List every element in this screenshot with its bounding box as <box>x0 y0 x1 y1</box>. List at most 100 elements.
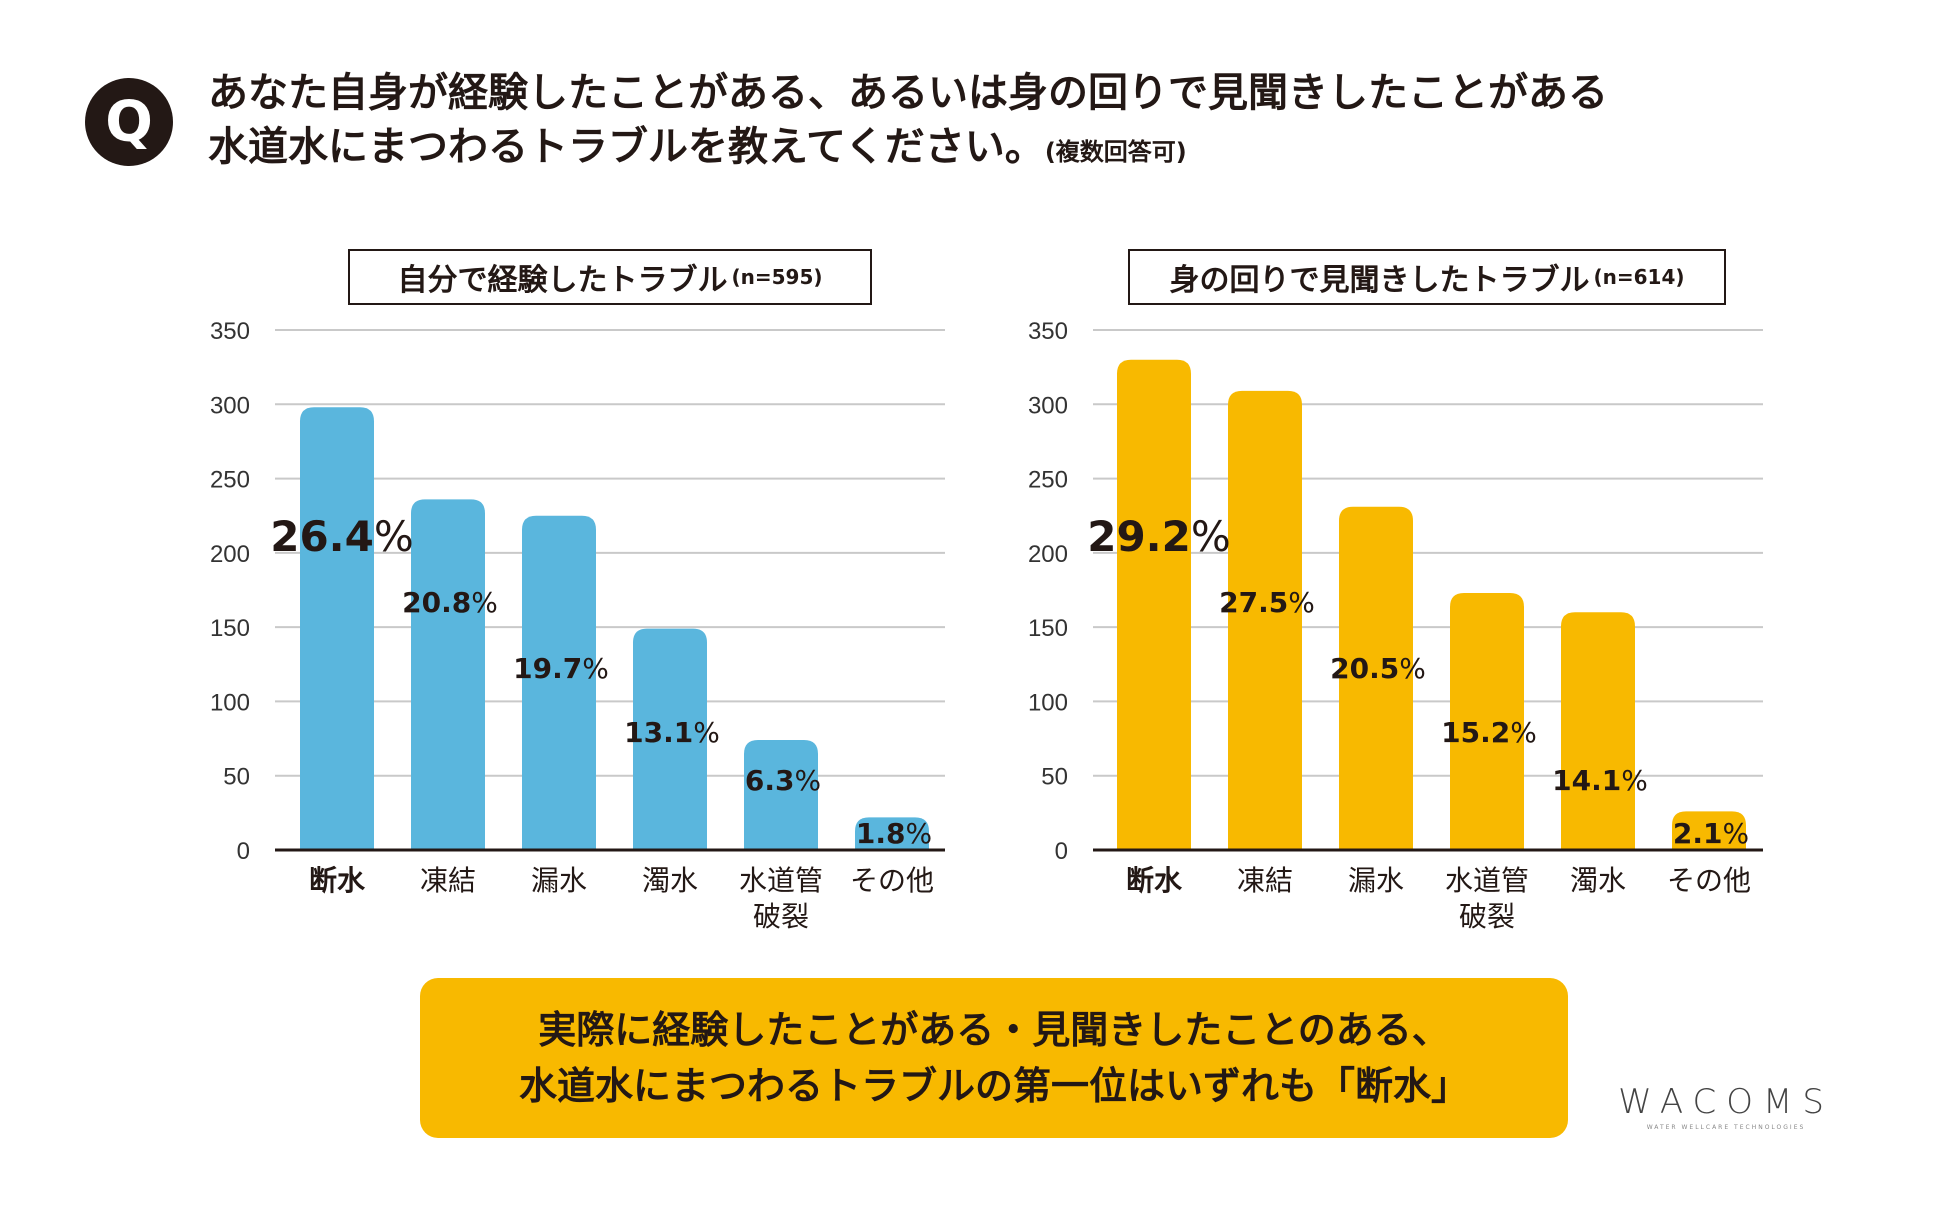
question-text: あなた自身が経験したことがある、あるいは身の回りで見聞きしたことがある 水道水に… <box>208 66 1608 179</box>
x-category-line: 凍結 <box>420 864 476 897</box>
data-label: 1.8% <box>856 817 932 850</box>
x-category-label: 凍結 <box>420 864 476 897</box>
data-label-unit: % <box>1723 817 1750 850</box>
summary-line-1: 実際に経験したことがある・見聞きしたことのある、 <box>538 1008 1450 1052</box>
data-label-unit: % <box>582 652 609 685</box>
bar <box>1228 390 1302 850</box>
data-label: 6.3% <box>745 764 821 797</box>
y-tick-label: 100 <box>210 689 250 716</box>
data-label-value: 13.1 <box>624 716 693 749</box>
data-label-unit: % <box>1621 764 1648 797</box>
question-note: (複数回答可) <box>1044 138 1187 166</box>
logo-main: WACOMS <box>1618 1082 1834 1122</box>
data-label: 26.4% <box>270 512 414 561</box>
x-category-label: 漏水 <box>1348 864 1404 897</box>
y-tick-label: 50 <box>1041 764 1068 791</box>
data-label-value: 1.8 <box>856 817 906 850</box>
bar <box>633 628 707 850</box>
bar <box>1561 612 1635 850</box>
data-label-unit: % <box>1191 512 1231 561</box>
data-label-unit: % <box>906 817 933 850</box>
y-tick-label: 150 <box>210 615 250 642</box>
y-tick-label: 200 <box>210 541 250 568</box>
bar <box>1672 811 1746 850</box>
chart-2-n: (n=614) <box>1593 265 1685 289</box>
x-category-line: 凍結 <box>1237 864 1293 897</box>
summary-line-2: 水道水にまつわるトラブルの第一位はいずれも「断水」 <box>518 1064 1469 1108</box>
data-label-unit: % <box>471 586 498 619</box>
x-category-label: 漏水 <box>531 864 587 897</box>
x-category-line: 破裂 <box>753 900 809 933</box>
data-label: 19.7% <box>513 652 609 685</box>
data-label-unit: % <box>1510 716 1537 749</box>
chart-2-title-box: 身の回りで見聞きしたトラブル (n=614) <box>1128 249 1726 305</box>
data-label-value: 15.2 <box>1441 716 1510 749</box>
x-category-label: その他 <box>1667 864 1751 897</box>
data-label: 2.1% <box>1673 817 1749 850</box>
data-label: 20.5% <box>1330 652 1426 685</box>
wacoms-logo: WACOMS WATER WELLCARE TECHNOLOGIES <box>1606 1082 1846 1131</box>
y-tick-label: 350 <box>210 318 250 345</box>
y-tick-label: 50 <box>223 764 250 791</box>
x-category-label: 濁水 <box>1570 864 1626 897</box>
data-label-value: 26.4 <box>270 512 374 561</box>
question-line-2: 水道水にまつわるトラブルを教えてください。(複数回答可) <box>208 120 1608 179</box>
y-tick-label: 0 <box>237 838 250 865</box>
data-label-unit: % <box>374 512 414 561</box>
question-line-1: あなた自身が経験したことがある、あるいは身の回りで見聞きしたことがある <box>208 70 1608 116</box>
data-label-value: 29.2 <box>1087 512 1191 561</box>
chart-1-title-box: 自分で経験したトラブル (n=595) <box>348 249 872 305</box>
data-label-value: 14.1 <box>1552 764 1621 797</box>
data-label-unit: % <box>693 716 720 749</box>
y-tick-label: 0 <box>1055 838 1068 865</box>
bar <box>411 499 485 850</box>
x-category-label: 断水 <box>309 864 366 897</box>
y-tick-label: 350 <box>1028 318 1068 345</box>
y-tick-label: 200 <box>1028 541 1068 568</box>
chart-1-title: 自分で経験したトラブル <box>397 263 728 298</box>
data-label-value: 19.7 <box>513 652 582 685</box>
x-category-label: 水道管破裂 <box>739 864 823 933</box>
x-category-line: 濁水 <box>642 864 698 897</box>
data-label-value: 20.8 <box>402 586 471 619</box>
bar <box>1339 506 1413 850</box>
x-category-label: 水道管破裂 <box>1445 864 1529 933</box>
y-tick-label: 250 <box>1028 467 1068 494</box>
logo-sub: WATER WELLCARE TECHNOLOGIES <box>1646 1124 1806 1131</box>
data-label-value: 20.5 <box>1330 652 1399 685</box>
charts-svg: 05010015020025030035026.4%20.8%19.7%13.1… <box>210 318 1763 933</box>
bar <box>1450 592 1524 850</box>
y-tick-label: 250 <box>210 467 250 494</box>
data-label-unit: % <box>795 764 822 797</box>
bar <box>522 515 596 850</box>
bar <box>1117 359 1191 850</box>
x-category-line: 濁水 <box>1570 864 1626 897</box>
data-label-unit: % <box>1288 586 1315 619</box>
x-category-line: 断水 <box>309 864 366 897</box>
y-tick-label: 300 <box>210 392 250 419</box>
data-label: 29.2% <box>1087 512 1231 561</box>
x-category-line: 破裂 <box>1459 900 1515 933</box>
data-label-unit: % <box>1399 652 1426 685</box>
bar <box>300 407 374 850</box>
x-category-line: その他 <box>850 864 934 897</box>
question-line-2-text: 水道水にまつわるトラブルを教えてください。 <box>208 124 1045 170</box>
x-category-line: 断水 <box>1126 864 1183 897</box>
chart-2-title: 身の回りで見聞きしたトラブル <box>1169 263 1590 298</box>
data-label: 13.1% <box>624 716 720 749</box>
x-category-label: 凍結 <box>1237 864 1293 897</box>
data-label: 14.1% <box>1552 764 1648 797</box>
y-tick-label: 100 <box>1028 689 1068 716</box>
chart-1-n: (n=595) <box>731 265 823 289</box>
x-category-label: 断水 <box>1126 864 1183 897</box>
x-category-line: その他 <box>1667 864 1751 897</box>
bar <box>744 740 818 850</box>
question-badge: Q <box>85 78 173 166</box>
x-category-line: 水道管 <box>1445 864 1529 897</box>
data-label-value: 2.1 <box>1673 817 1723 850</box>
summary-banner: 実際に経験したことがある・見聞きしたことのある、 水道水にまつわるトラブルの第一… <box>420 978 1568 1138</box>
data-label: 20.8% <box>402 586 498 619</box>
y-tick-label: 150 <box>1028 615 1068 642</box>
data-label: 27.5% <box>1219 586 1315 619</box>
data-label: 15.2% <box>1441 716 1537 749</box>
